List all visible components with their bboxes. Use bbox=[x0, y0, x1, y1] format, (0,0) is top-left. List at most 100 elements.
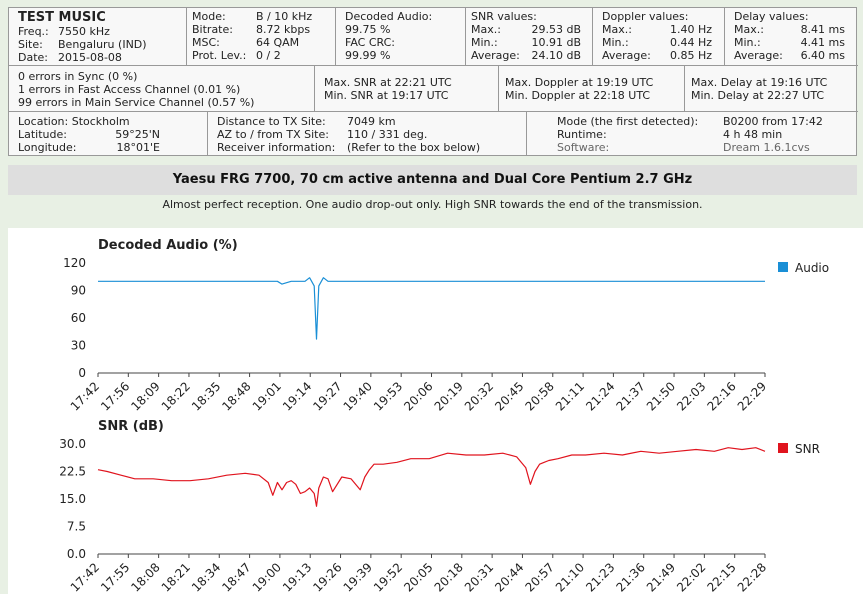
doppler-min-value: 0.44 Hz bbox=[669, 36, 712, 49]
snr-xtick-label: 22:28 bbox=[735, 560, 769, 594]
snr-ytick-label: 0.0 bbox=[67, 547, 86, 561]
tx-cell: Distance to TX Site: 7049 km AZ to / from… bbox=[208, 112, 527, 156]
site-label: Site: bbox=[18, 38, 43, 51]
doppler-min-label: Min.: bbox=[602, 36, 629, 49]
snr-max-value: 29.53 dB bbox=[531, 23, 581, 36]
snr-ytick-label: 15.0 bbox=[59, 492, 86, 506]
lat-label: Latitude: bbox=[18, 128, 67, 141]
audio-xtick-label: 21:11 bbox=[553, 379, 587, 413]
decoded-cell: Decoded Audio: 99.75 % FAC CRC: 99.99 % bbox=[336, 8, 466, 66]
audio-chart-title: Decoded Audio (%) bbox=[98, 238, 238, 253]
audio-xtick-label: 20:32 bbox=[462, 379, 496, 413]
software-value: Dream 1.6.1cvs bbox=[723, 141, 810, 154]
audio-xtick-label: 19:01 bbox=[250, 379, 284, 413]
snr-xtick-label: 19:52 bbox=[371, 560, 405, 594]
snr-min-time: Min. SNR at 19:17 UTC bbox=[324, 89, 449, 102]
snr-xtick-label: 21:10 bbox=[553, 560, 587, 594]
snr-legend-swatch bbox=[778, 443, 788, 453]
bitrate-value: 8.72 kbps bbox=[256, 23, 311, 36]
delay-cell: Delay values: Max.: 8.41 ms Min.: 4.41 ms … bbox=[725, 8, 858, 66]
snr-max-time: Max. SNR at 22:21 UTC bbox=[324, 76, 452, 89]
delay-max-label: Max.: bbox=[734, 23, 764, 36]
audio-ytick-label: 120 bbox=[63, 256, 86, 270]
audio-xtick-label: 18:22 bbox=[159, 379, 193, 413]
audio-xtick-label: 18:09 bbox=[128, 379, 162, 413]
mode-cell: Mode: B / 10 kHz Bitrate: 8.72 kbps MSC: 64… bbox=[187, 8, 336, 66]
snr-ytick-label: 7.5 bbox=[67, 520, 86, 534]
fac-value: 99.99 % bbox=[345, 49, 391, 62]
audio-xtick-label: 19:40 bbox=[341, 379, 375, 413]
snr-xtick-label: 20:18 bbox=[432, 560, 466, 594]
doppler-cell: Doppler values: Max.: 1.40 Hz Min.: 0.44 H… bbox=[593, 8, 725, 66]
audio-xtick-label: 21:24 bbox=[583, 379, 617, 413]
delay-min-label: Min.: bbox=[734, 36, 761, 49]
audio-xtick-label: 19:14 bbox=[280, 379, 314, 413]
date-value: 2015-08-08 bbox=[58, 51, 122, 64]
fac-errors: 1 errors in Fast Access Channel (0.01 %) bbox=[18, 83, 241, 96]
snr-xtick-label: 17:42 bbox=[68, 560, 102, 594]
doppler-avg-label: Average: bbox=[602, 49, 651, 62]
location-cell: Location: Stockholm Latitude: 59°25'N Lon… bbox=[9, 112, 208, 156]
audio-chart: Decoded Audio (%) Audio 030609012017:421… bbox=[63, 238, 829, 413]
audio-xtick-label: 20:19 bbox=[432, 379, 466, 413]
freq-value: 7550 kHz bbox=[58, 25, 110, 38]
audio-series-line bbox=[98, 277, 765, 340]
snr-xtick-label: 22:02 bbox=[674, 560, 708, 594]
snr-xtick-label: 19:13 bbox=[280, 560, 314, 594]
snr-chart-title: SNR (dB) bbox=[98, 419, 164, 434]
mode-label: Mode: bbox=[192, 10, 226, 23]
audio-xtick-label: 20:58 bbox=[523, 379, 557, 413]
software-label: Software: bbox=[557, 141, 610, 154]
snr-ytick-label: 22.5 bbox=[59, 465, 86, 479]
snr-series-line bbox=[97, 447, 766, 507]
snr-xtick-label: 19:26 bbox=[310, 560, 344, 594]
snr-xtick-label: 18:47 bbox=[219, 560, 253, 594]
audio-legend-swatch bbox=[778, 262, 788, 272]
msc-label: MSC: bbox=[192, 36, 220, 49]
snr-min-label: Min.: bbox=[471, 36, 498, 49]
delay-avg-value: 6.40 ms bbox=[800, 49, 845, 62]
receiver-banner: Yaesu FRG 7700, 70 cm active antenna and… bbox=[8, 165, 857, 195]
fac-label: FAC CRC: bbox=[345, 36, 395, 49]
snr-xtick-label: 18:21 bbox=[159, 560, 193, 594]
snr-xtick-label: 19:39 bbox=[341, 560, 375, 594]
audio-xtick-label: 22:29 bbox=[735, 379, 769, 413]
summary-table: TEST MUSIC Freq.: 7550 kHz Site: Bengaluru… bbox=[8, 7, 858, 156]
doppler-title: Doppler values: bbox=[602, 10, 689, 23]
audio-legend-label: Audio bbox=[795, 261, 829, 275]
site-value: Bengaluru (IND) bbox=[58, 38, 147, 51]
audio-xtick-label: 17:56 bbox=[98, 379, 132, 413]
doppler-max-label: Max.: bbox=[602, 23, 632, 36]
audio-xtick-label: 22:03 bbox=[674, 379, 708, 413]
snr-xtick-label: 21:36 bbox=[613, 560, 647, 594]
snr-legend-label: SNR bbox=[795, 442, 820, 456]
delay-avg-label: Average: bbox=[734, 49, 783, 62]
snr-times-cell: Max. SNR at 22:21 UTC Min. SNR at 19:17 … bbox=[315, 66, 499, 112]
run-mode-value: B0200 from 17:42 bbox=[723, 115, 823, 128]
mode-value: B / 10 kHz bbox=[256, 10, 313, 23]
snr-xtick-label: 18:34 bbox=[189, 560, 223, 594]
reception-comment: Almost perfect reception. One audio drop… bbox=[162, 198, 703, 211]
audio-xtick-label: 18:48 bbox=[219, 379, 253, 413]
rx-label: Receiver information: bbox=[217, 141, 336, 154]
chart-panel: Decoded Audio (%) Audio 0 30 60 90 120 17:42 1… bbox=[8, 228, 863, 594]
runtime-label: Runtime: bbox=[557, 128, 607, 141]
delay-title: Delay values: bbox=[734, 10, 809, 23]
snr-xtick-label: 19:00 bbox=[250, 560, 284, 594]
audio-ytick-label: 60 bbox=[71, 311, 86, 325]
snr-title: SNR values: bbox=[471, 10, 537, 23]
doppler-min-time: Min. Doppler at 22:18 UTC bbox=[505, 89, 651, 102]
doppler-avg-value: 0.85 Hz bbox=[669, 49, 712, 62]
runtime-value: 4 h 48 min bbox=[723, 128, 783, 141]
az-value: 110 / 331 deg. bbox=[347, 128, 428, 141]
snr-ytick-label: 30.0 bbox=[59, 437, 86, 451]
run-cell: Mode (the first detected): B0200 from 17:… bbox=[527, 112, 858, 156]
lon-value: 18°01'E bbox=[116, 141, 160, 154]
delay-max-time: Max. Delay at 19:16 UTC bbox=[691, 76, 828, 89]
snr-xtick-label: 22:15 bbox=[704, 560, 738, 594]
sync-errors: 0 errors in Sync (0 %) bbox=[18, 70, 138, 83]
snr-cell: SNR values: Max.: 29.53 dB Min.: 10.91 dB … bbox=[466, 8, 593, 66]
snr-xtick-label: 20:57 bbox=[523, 560, 557, 594]
prot-value: 0 / 2 bbox=[256, 49, 281, 62]
decoded-title: Decoded Audio: bbox=[345, 10, 433, 23]
